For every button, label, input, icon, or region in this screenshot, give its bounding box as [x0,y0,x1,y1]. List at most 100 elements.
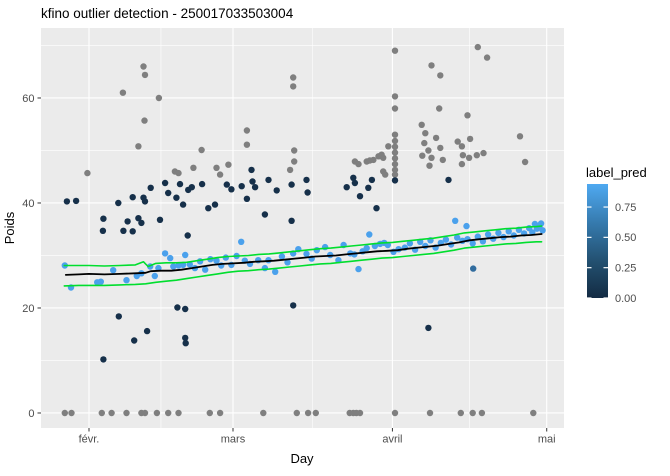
legend-tick-label: 0.00 [615,293,636,305]
data-point [391,149,399,156]
data-point [278,253,286,260]
data-point [284,259,291,266]
data-point [141,198,149,205]
data-point [426,409,434,417]
data-point [478,409,486,417]
data-point [170,263,177,270]
data-point [198,180,206,188]
data-point [61,409,68,417]
y-tick-label: 0 [28,408,34,420]
data-point [458,160,466,168]
data-point [385,143,392,150]
data-point [135,215,142,222]
y-tick-label: 20 [22,303,34,315]
legend-tick-label: 0.50 [615,232,636,244]
data-point [228,186,235,193]
data-point [100,215,107,222]
data-point [445,176,452,184]
data-point [115,313,123,320]
data-point [174,304,181,311]
legend-ticks: 0.75 0.50 0.25 0.00 [587,202,636,305]
data-point [198,146,205,154]
data-point [465,154,473,161]
data-point [473,152,480,159]
data-point [343,184,350,191]
data-point [68,409,75,417]
data-point [380,154,387,161]
data-point [205,205,212,212]
x-tick-label: févr. [79,434,100,446]
data-point [303,176,310,184]
data-point [421,139,428,147]
data-point [249,178,256,185]
data-point [457,409,464,417]
data-point [175,409,182,417]
line-kfino-fit [64,233,543,276]
data-point [165,189,172,197]
data-point [505,228,512,235]
data-point [161,179,169,187]
data-point [442,236,450,243]
data-point [439,156,446,164]
data-point [84,169,91,177]
data-point [516,133,524,140]
data-point [391,409,399,417]
data-point [147,184,154,191]
legend: label_pred 0.75 0.50 0.25 0.00 [586,165,647,305]
data-point [291,147,298,154]
data-point [243,195,251,202]
data-point [123,277,130,284]
data-point [184,232,191,239]
data-point [108,409,115,417]
data-point [272,268,279,275]
data-point [290,74,297,81]
y-tick-label: 40 [22,198,34,210]
data-point [141,71,149,79]
data-point [370,156,377,164]
data-point [469,240,476,247]
data-point [238,238,245,245]
data-point [98,409,106,417]
data-point [155,94,163,102]
data-point [248,166,255,174]
data-point [261,211,269,218]
data-point [495,229,502,237]
x-tick-label: avril [382,434,402,446]
data-point [480,149,487,157]
data-point [182,251,189,259]
data-point [293,409,300,417]
data-point [355,160,362,168]
data-point [356,193,364,200]
data-point [179,201,187,208]
data-point [243,141,251,148]
legend-gradient-bar [587,184,608,298]
data-point [530,409,537,417]
data-point [391,93,399,100]
data-point [391,171,399,178]
data-point [366,231,373,238]
y-tick-label: 60 [22,93,34,105]
data-point [238,183,245,190]
data-point [391,166,399,174]
data-point [173,194,180,201]
line-upper-bound [63,225,543,268]
data-point [426,162,433,169]
y-axis-title: Poids [2,211,17,244]
data-point [123,409,130,417]
data-point [458,143,466,150]
plot-panel [41,28,564,428]
data-point [474,233,481,240]
data-point [213,164,220,171]
data-point [537,220,545,227]
data-point [484,231,492,238]
data-point [291,158,298,165]
series-outliers-gray [61,43,537,417]
data-point [304,189,311,196]
data-point [206,409,213,417]
data-point [155,264,162,272]
data-point [251,184,259,191]
data-point [350,174,357,181]
data-point [213,257,220,264]
data-point [474,43,481,51]
